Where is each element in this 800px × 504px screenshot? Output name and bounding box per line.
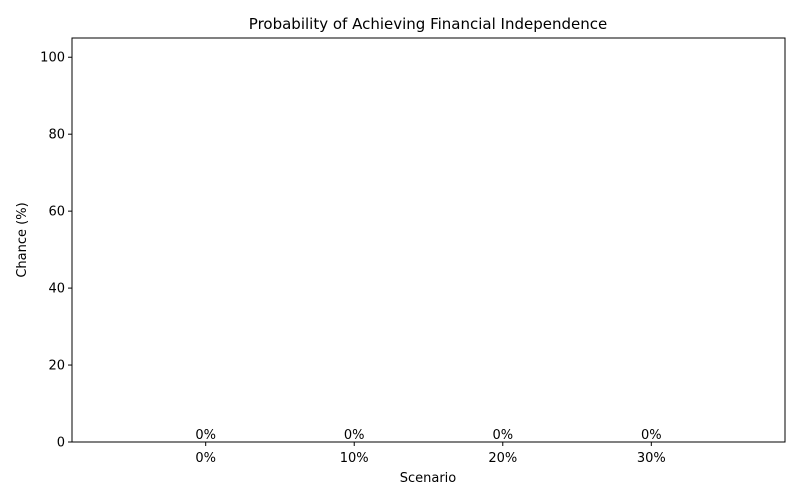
x-axis: 0% 10% 20% 30%: [195, 442, 666, 466]
data-label: 0%: [195, 428, 216, 443]
y-tick-label: 100: [40, 51, 65, 66]
y-tick-label: 0: [57, 436, 65, 451]
plot-frame: [71, 37, 786, 443]
x-tick-label: 10%: [340, 451, 369, 466]
x-axis-label: Scenario: [400, 471, 457, 486]
data-labels-group: 0% 0% 0% 0%: [195, 428, 661, 443]
data-label: 0%: [492, 428, 513, 443]
y-tick-label: 40: [48, 282, 65, 297]
y-tick-label: 60: [48, 205, 65, 220]
x-tick-label: 30%: [637, 451, 666, 466]
x-tick-label: 0%: [195, 451, 216, 466]
y-tick-label: 80: [48, 128, 65, 143]
chart-title: Probability of Achieving Financial Indep…: [249, 15, 607, 33]
data-label: 0%: [641, 428, 662, 443]
y-tick-label: 20: [48, 359, 65, 374]
y-axis-label: Chance (%): [15, 202, 30, 277]
y-axis: 0 20 40 60 80 100: [40, 51, 72, 451]
data-label: 0%: [344, 428, 365, 443]
x-tick-label: 20%: [488, 451, 517, 466]
